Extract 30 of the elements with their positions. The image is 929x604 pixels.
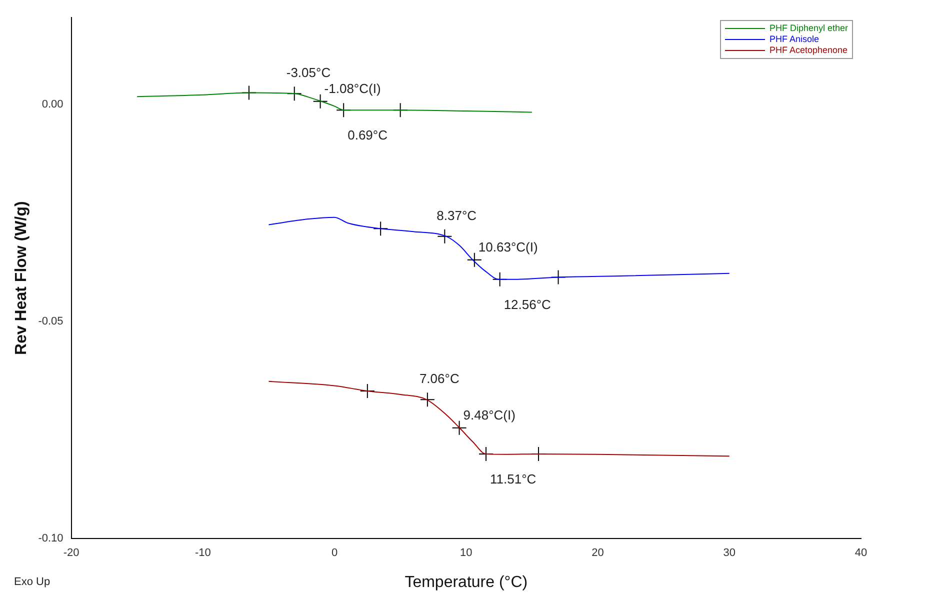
annotation: 12.56°C bbox=[504, 296, 551, 312]
x-tick-label: 40 bbox=[854, 547, 868, 560]
annotation: 9.48°C(I) bbox=[463, 407, 516, 422]
legend-label: PHF Diphenyl ether bbox=[769, 23, 848, 34]
x-tick-label: 30 bbox=[723, 547, 736, 560]
y-tick-label: -0.05 bbox=[38, 316, 64, 328]
annotation: 10.63°C(I) bbox=[478, 239, 538, 254]
x-tick-label: -10 bbox=[194, 547, 211, 560]
y-axis-title: Rev Heat Flow (W/g) bbox=[13, 201, 30, 355]
legend-label: PHF Anisole bbox=[769, 34, 819, 45]
point bbox=[286, 86, 302, 102]
annotation: 7.06°C bbox=[419, 371, 460, 386]
point bbox=[420, 392, 435, 408]
x-tick-label: -20 bbox=[63, 547, 80, 560]
y-tick-label: 0.00 bbox=[42, 98, 64, 110]
annotation: -3.05°C bbox=[286, 65, 331, 80]
y-tick-label: -0.10 bbox=[38, 532, 64, 545]
annotation: 11.51°C bbox=[490, 472, 536, 487]
x-tick-label: 0 bbox=[331, 547, 338, 560]
point bbox=[360, 383, 375, 398]
legend-label: PHF Acetophenone bbox=[769, 45, 848, 56]
point bbox=[373, 221, 388, 236]
x-tick-label: 20 bbox=[592, 547, 604, 560]
annotation: 0.69°C bbox=[348, 128, 388, 143]
x-axis-title: Temperature (°C) bbox=[404, 574, 528, 591]
x-tick-label: 10 bbox=[460, 547, 472, 560]
annotation: 8.37°C bbox=[436, 208, 477, 223]
text: Exo Up bbox=[14, 576, 50, 588]
point bbox=[437, 228, 452, 244]
annotation: -1.08°C(I) bbox=[324, 80, 381, 96]
